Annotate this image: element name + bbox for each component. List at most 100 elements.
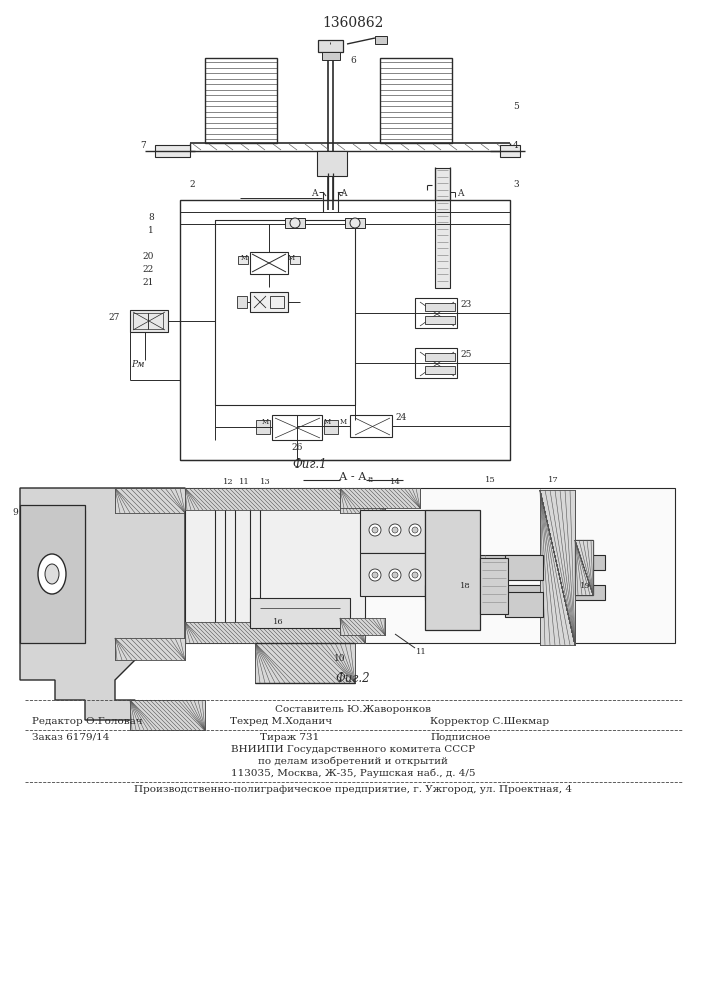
Bar bbox=[505, 555, 543, 580]
Text: 17: 17 bbox=[548, 476, 559, 484]
Bar bbox=[500, 145, 520, 157]
Text: M: M bbox=[324, 418, 331, 426]
Bar bbox=[425, 303, 455, 311]
Text: 22: 22 bbox=[143, 265, 154, 274]
Text: 18: 18 bbox=[460, 582, 470, 590]
Circle shape bbox=[290, 218, 300, 228]
Bar bbox=[238, 256, 248, 264]
Bar bbox=[185, 488, 365, 510]
Bar bbox=[380, 58, 452, 143]
Text: 11: 11 bbox=[239, 478, 250, 486]
Text: Корректор С.Шекмар: Корректор С.Шекмар bbox=[430, 717, 549, 726]
Bar bbox=[148, 313, 163, 329]
Text: 20: 20 bbox=[143, 252, 154, 261]
Text: Фиг.1: Фиг.1 bbox=[293, 458, 327, 471]
Bar bbox=[425, 555, 605, 570]
Text: ВНИИПИ Государственного комитета СССР: ВНИИПИ Государственного комитета СССР bbox=[231, 745, 475, 754]
Bar bbox=[250, 598, 350, 628]
Text: 12: 12 bbox=[223, 478, 233, 486]
Bar bbox=[20, 505, 85, 643]
Text: Фиг.2: Фиг.2 bbox=[336, 672, 370, 685]
Text: 14: 14 bbox=[390, 478, 400, 486]
Bar bbox=[215, 220, 355, 405]
Text: 9: 9 bbox=[12, 508, 18, 517]
Text: 13: 13 bbox=[259, 478, 270, 486]
Circle shape bbox=[409, 569, 421, 581]
Circle shape bbox=[409, 524, 421, 536]
Bar bbox=[350, 415, 392, 437]
Bar bbox=[237, 296, 247, 308]
Text: 21: 21 bbox=[143, 278, 154, 287]
Bar bbox=[360, 553, 425, 596]
Bar bbox=[256, 420, 270, 434]
Polygon shape bbox=[20, 488, 185, 720]
Text: 8: 8 bbox=[368, 476, 373, 484]
Circle shape bbox=[389, 524, 401, 536]
Bar bbox=[540, 490, 575, 645]
Text: 4: 4 bbox=[513, 141, 519, 150]
Bar bbox=[340, 618, 385, 635]
Text: 15: 15 bbox=[485, 476, 496, 484]
Text: Составитель Ю.Жаворонков: Составитель Ю.Жаворонков bbox=[275, 705, 431, 714]
Bar bbox=[180, 200, 510, 460]
Text: Техред М.Ходанич: Техред М.Ходанич bbox=[230, 717, 332, 726]
Text: 11: 11 bbox=[416, 648, 427, 656]
Bar bbox=[272, 415, 322, 440]
Circle shape bbox=[369, 569, 381, 581]
Bar bbox=[480, 558, 508, 614]
Bar bbox=[415, 298, 457, 328]
Bar bbox=[425, 510, 480, 630]
Text: 1: 1 bbox=[148, 226, 154, 235]
Text: Pм: Pм bbox=[132, 360, 145, 369]
Bar bbox=[255, 643, 355, 683]
Bar bbox=[435, 168, 450, 288]
Text: A: A bbox=[457, 189, 464, 198]
Text: 16: 16 bbox=[273, 618, 284, 626]
Text: Тираж 731: Тираж 731 bbox=[260, 733, 320, 742]
Bar bbox=[317, 151, 347, 176]
Text: Редактор О.Головач: Редактор О.Головач bbox=[32, 717, 143, 726]
Text: 26: 26 bbox=[291, 443, 303, 452]
Circle shape bbox=[369, 524, 381, 536]
Circle shape bbox=[372, 572, 378, 578]
Bar bbox=[425, 585, 605, 600]
Bar bbox=[290, 256, 300, 264]
Bar bbox=[205, 58, 277, 143]
Text: Подписное: Подписное bbox=[430, 733, 491, 742]
Text: 24: 24 bbox=[395, 413, 407, 422]
Text: 27: 27 bbox=[109, 313, 120, 322]
Bar bbox=[130, 700, 205, 730]
Bar bbox=[375, 36, 387, 44]
Text: 1360862: 1360862 bbox=[322, 16, 384, 30]
Bar bbox=[185, 488, 675, 643]
Bar bbox=[340, 493, 385, 513]
Circle shape bbox=[412, 527, 418, 533]
Text: 6: 6 bbox=[350, 56, 356, 65]
Bar bbox=[130, 310, 168, 332]
Ellipse shape bbox=[45, 564, 59, 584]
Bar bbox=[318, 40, 343, 52]
Circle shape bbox=[412, 572, 418, 578]
Bar bbox=[250, 252, 288, 274]
Text: A: A bbox=[340, 189, 346, 198]
Bar bbox=[340, 488, 420, 508]
Circle shape bbox=[372, 527, 378, 533]
Circle shape bbox=[389, 569, 401, 581]
Text: по делам изобретений и открытий: по делам изобретений и открытий bbox=[258, 757, 448, 766]
Text: A: A bbox=[312, 189, 318, 198]
Bar bbox=[425, 366, 455, 374]
Bar bbox=[575, 540, 593, 595]
Bar bbox=[322, 52, 340, 60]
Bar bbox=[115, 488, 185, 513]
Text: M: M bbox=[241, 254, 248, 262]
Text: 25: 25 bbox=[460, 350, 472, 359]
Bar bbox=[250, 292, 288, 312]
Bar bbox=[324, 420, 338, 434]
Text: Заказ 6179/14: Заказ 6179/14 bbox=[32, 733, 110, 742]
Text: 113035, Москва, Ж-35, Раушская наб., д. 4/5: 113035, Москва, Ж-35, Раушская наб., д. … bbox=[230, 769, 475, 778]
Circle shape bbox=[350, 218, 360, 228]
Circle shape bbox=[392, 527, 398, 533]
Text: 23: 23 bbox=[460, 300, 472, 309]
Circle shape bbox=[392, 572, 398, 578]
Bar bbox=[155, 145, 190, 157]
